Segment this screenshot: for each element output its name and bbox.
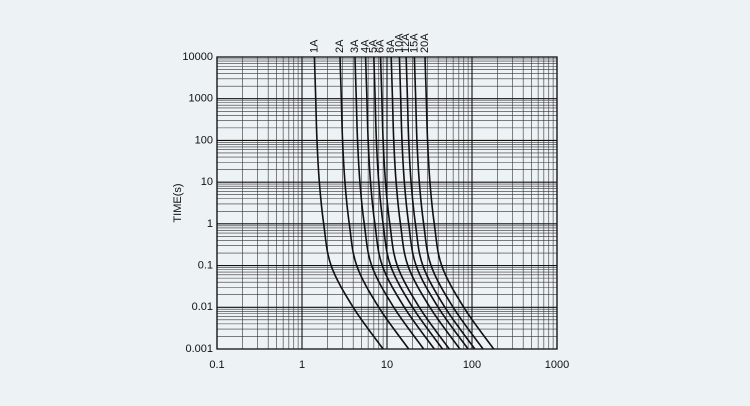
y-axis-label: TIME(s): [172, 183, 184, 222]
fuse-curve: [413, 56, 484, 350]
y-tick-label: 1: [207, 218, 213, 230]
y-tick-label: 10: [201, 176, 213, 188]
fuse-curve: [390, 56, 461, 350]
x-tick-label: 10: [381, 359, 393, 371]
fuse-curve: [313, 56, 384, 350]
fuse-curve: [379, 56, 450, 350]
curve-label: 12A: [400, 33, 412, 53]
fuse-curve: [339, 56, 410, 350]
curve-label: 6A: [374, 39, 386, 53]
curve-label: 20A: [419, 33, 431, 53]
fuse-curve: [364, 56, 435, 350]
curve-label: 8A: [385, 39, 397, 53]
y-tick-label: 100: [195, 134, 213, 146]
curve-label: 1A: [308, 39, 320, 53]
fuse-curve: [424, 56, 495, 350]
curve-label: 4A: [360, 39, 372, 53]
plot-frame: [216, 56, 558, 350]
fuse-curve: [398, 56, 469, 350]
x-tick-label: 1000: [545, 359, 569, 371]
curve-label: 3A: [349, 39, 361, 53]
y-tick-label: 0.001: [185, 343, 213, 355]
curve-label: 10A: [393, 33, 405, 53]
x-tick-label: 1: [299, 359, 305, 371]
x-tick-label: 100: [463, 359, 481, 371]
y-tick-label: 1000: [189, 93, 213, 105]
curve-label: 2A: [334, 39, 346, 53]
x-tick-label: 0.1: [209, 359, 224, 371]
fuse-curve: [405, 56, 476, 350]
curve-label: 5A: [368, 39, 380, 53]
curve-label: 15A: [408, 33, 420, 53]
y-tick-label: 0.01: [192, 301, 213, 313]
fuse-curve: [373, 56, 444, 350]
y-tick-label: 0.1: [198, 259, 213, 271]
fuse-curve: [354, 56, 425, 350]
y-tick-label: 10000: [182, 51, 213, 63]
